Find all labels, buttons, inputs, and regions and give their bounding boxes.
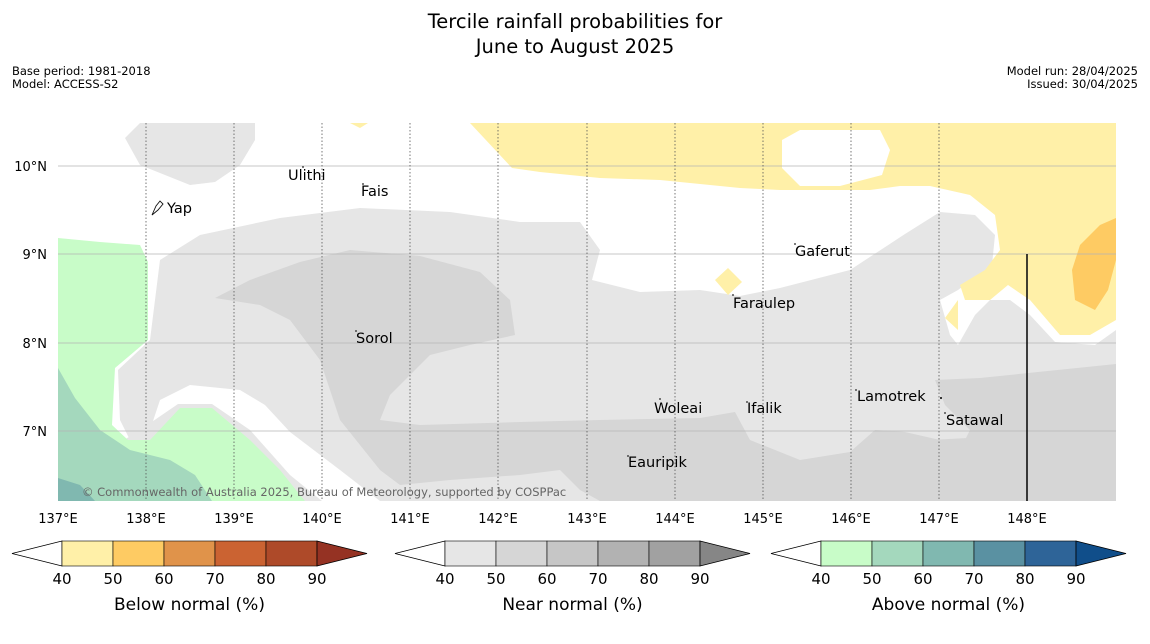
place-labels: Ulithi Fais Yap Gaferut Faraulep Sorol W… (166, 168, 1003, 471)
issued-text: Issued: 30/04/2025 (1027, 77, 1138, 91)
lon-label: 137°E (38, 512, 78, 527)
near-normal-darker-region (215, 250, 1116, 501)
colorbar-segment (265, 540, 318, 567)
colorbar-segment (214, 540, 267, 567)
colorbar-tick-label: 40 (435, 570, 454, 588)
lon-label: 139°E (214, 512, 254, 527)
place-label-eauripik: Eauripik (628, 455, 687, 471)
colorbar-tick-label: 80 (256, 570, 275, 588)
base-period-text: Base period: 1981-2018 (12, 64, 151, 78)
lon-label: 141°E (390, 512, 430, 527)
colorbar-segment (61, 540, 114, 567)
longitude-labels: 137°E 138°E 139°E 140°E 141°E 142°E 143°… (38, 512, 1047, 527)
colorbar-high-arrow (1075, 540, 1127, 567)
colorbar-title: Above normal (%) (872, 595, 1025, 615)
colorbar-tick-label: 90 (307, 570, 326, 588)
yap-island-shape (151, 200, 164, 216)
colorbar-title: Near normal (%) (502, 595, 642, 615)
colorbar-high-arrow (316, 540, 368, 567)
colorbar-title: Below normal (%) (114, 595, 265, 615)
lon-label: 144°E (655, 512, 695, 527)
colorbar-segment (495, 540, 548, 567)
colorbar-tick-label: 60 (913, 570, 932, 588)
title-line-1: Tercile rainfall probabilities for (427, 10, 723, 33)
lat-label: 8°N (23, 337, 48, 352)
lon-label: 140°E (302, 512, 342, 527)
colorbar-segment (820, 540, 873, 567)
title-line-2: June to August 2025 (475, 35, 675, 58)
white-gap-region (782, 130, 890, 186)
place-label-gaferut: Gaferut (795, 244, 850, 260)
colorbar-segment (444, 540, 497, 567)
lat-label: 7°N (23, 425, 48, 440)
lat-label: 10°N (14, 160, 47, 175)
lon-label: 143°E (567, 512, 607, 527)
base-info: Base period: 1981-2018 Model: ACCESS-S2 (12, 65, 151, 91)
colorbar-tick-label: 50 (103, 570, 122, 588)
longitude-gridlines (145, 123, 940, 501)
map-title: Tercile rainfall probabilities for June … (0, 9, 1150, 59)
colorbar-segment (922, 540, 975, 567)
lon-label: 147°E (919, 512, 959, 527)
colorbar-tick-label: 70 (588, 570, 607, 588)
colorbar-tick-label: 80 (1015, 570, 1034, 588)
place-label-fais: Fais (361, 184, 388, 200)
probability-map: © Commonwealth of Australia 2025, Bureau… (58, 123, 1116, 501)
lat-label: 9°N (23, 248, 48, 263)
latitude-labels: 10°N 9°N 8°N 7°N (14, 160, 47, 440)
colorbar-2: 40 50 60 70 80 90 Near normal (%) (394, 540, 751, 615)
island-markers (302, 166, 946, 457)
place-label-sorol: Sorol (356, 331, 393, 347)
colorbar-tick-label: 90 (690, 570, 709, 588)
colorbar-segment (648, 540, 701, 567)
above-normal-region (58, 238, 305, 501)
place-label-ifalik: Ifalik (747, 401, 782, 417)
place-label-faraulep: Faraulep (733, 296, 795, 312)
lon-label: 148°E (1007, 512, 1047, 527)
below-normal-region (350, 123, 1116, 335)
lon-label: 145°E (743, 512, 783, 527)
colorbar-tick-label: 50 (862, 570, 881, 588)
colorbar-tick-label: 70 (964, 570, 983, 588)
colorbar-1: 40 50 60 70 80 90 Below normal (%) (11, 540, 368, 615)
lon-label: 146°E (831, 512, 871, 527)
colorbar-tick-label: 80 (639, 570, 658, 588)
lon-label: 142°E (478, 512, 518, 527)
colorbar-segment (597, 540, 650, 567)
colorbar-3: 40 50 60 70 80 90 Above normal (%) (770, 540, 1127, 615)
colorbar-tick-label: 70 (205, 570, 224, 588)
above-normal-darker-region (58, 368, 212, 501)
place-label-satawal: Satawal (946, 413, 1003, 429)
colorbar-group: 40 50 60 70 80 90 Below normal (%) 40 50 60 70 80 90… (11, 540, 1127, 615)
copyright-text: © Commonwealth of Australia 2025, Bureau… (82, 485, 566, 499)
place-label-ulithi: Ulithi (288, 168, 326, 184)
place-label-woleai: Woleai (654, 401, 702, 417)
model-text: Model: ACCESS-S2 (12, 77, 119, 91)
place-label-yap: Yap (166, 201, 192, 217)
colorbar-tick-label: 60 (154, 570, 173, 588)
colorbar-low-arrow (11, 540, 63, 567)
place-label-lamotrek: Lamotrek (857, 389, 926, 405)
model-run-text: Model run: 28/04/2025 (1006, 64, 1138, 78)
colorbar-segment (112, 540, 165, 567)
colorbar-tick-label: 40 (52, 570, 71, 588)
colorbar-tick-label: 90 (1066, 570, 1085, 588)
above-normal-darkest-region (58, 478, 95, 501)
colorbar-segment (1024, 540, 1077, 567)
colorbar-low-arrow (770, 540, 822, 567)
colorbar-low-arrow (394, 540, 446, 567)
lon-label: 138°E (126, 512, 166, 527)
colorbar-segment (871, 540, 924, 567)
colorbar-segment (973, 540, 1026, 567)
colorbar-segment (163, 540, 216, 567)
colorbar-tick-label: 40 (811, 570, 830, 588)
run-info: Model run: 28/04/2025 Issued: 30/04/2025 (1007, 65, 1138, 91)
colorbar-tick-label: 60 (537, 570, 556, 588)
colorbar-segment (546, 540, 599, 567)
below-normal-darker-region (1072, 218, 1116, 310)
colorbar-high-arrow (699, 540, 751, 567)
colorbar-tick-label: 50 (486, 570, 505, 588)
